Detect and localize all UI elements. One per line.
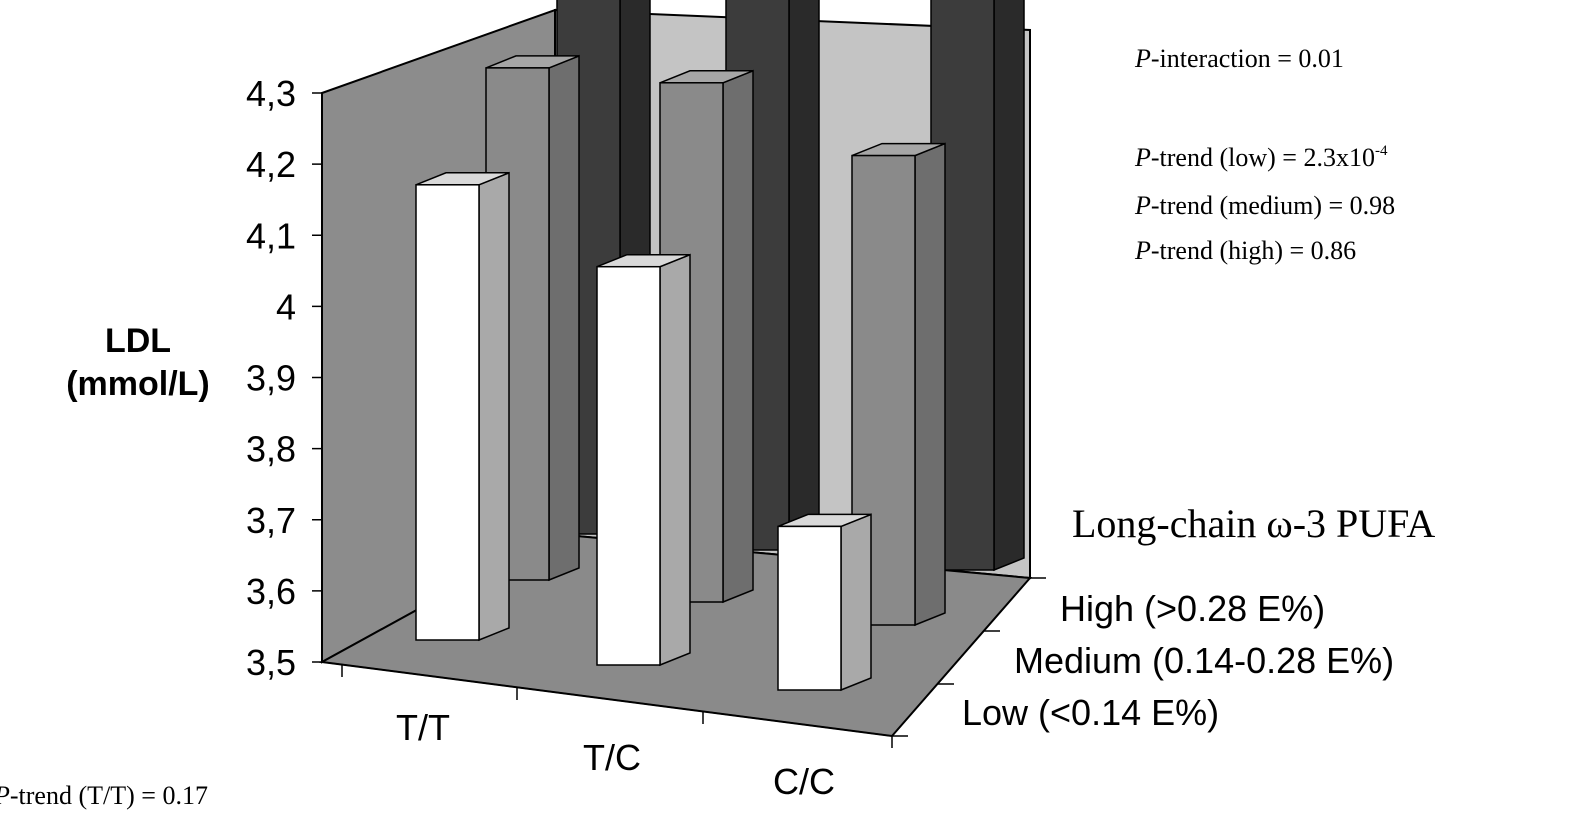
x-category-label: T/C <box>583 737 641 778</box>
depth-series-label: Low (<0.14 E%) <box>962 692 1219 733</box>
y-tick-label: 3,5 <box>246 642 296 683</box>
depth-axis: High (>0.28 E%) Medium (0.14-0.28 E%) Low … <box>891 577 1394 737</box>
p-symbol: P <box>1135 44 1151 73</box>
bars <box>415 0 1025 692</box>
y-tick-label: 3,8 <box>246 429 296 470</box>
y-tick-label: 3,7 <box>246 500 296 541</box>
bar-series-group <box>485 54 946 627</box>
p-trend-tt: P-trend (T/T) = 0.17 <box>0 781 208 811</box>
p-interaction: P-interaction = 0.01 <box>1135 44 1344 74</box>
p-interaction-text: -interaction = 0.01 <box>1150 44 1344 73</box>
bar-side <box>914 142 946 627</box>
y-tick-label: 4,1 <box>246 215 296 256</box>
bar-side <box>659 253 691 667</box>
y-tick-label: 3,9 <box>246 358 296 399</box>
x-category-label: T/T <box>396 707 450 748</box>
y-tick-label: 3,6 <box>246 571 296 612</box>
bar-side <box>993 0 1025 572</box>
bar-side <box>840 513 872 692</box>
p-trend-low: P-trend (low) = 2.3x10-4 <box>1135 143 1387 173</box>
x-axis: T/T T/C C/C <box>321 661 893 802</box>
bar-side <box>478 171 510 642</box>
depth-axis-line <box>891 577 1031 737</box>
bar-series-group <box>415 171 872 692</box>
bar-side <box>722 69 754 604</box>
y-axis-title-line2: (mmol/L) <box>66 365 210 403</box>
bar <box>415 184 480 641</box>
y-tick-label: 4,2 <box>246 144 296 185</box>
p-trend-tt-text: -trend (T/T) = 0.17 <box>9 781 208 810</box>
x-category-label: C/C <box>773 761 835 802</box>
bar <box>596 265 661 666</box>
p-trend-medium-text: -trend (medium) = 0.98 <box>1150 191 1396 220</box>
bar-side <box>788 0 820 552</box>
p-symbol: P <box>0 781 10 810</box>
p-symbol: P <box>1135 143 1151 172</box>
p-trend-high-text: -trend (high) = 0.86 <box>1150 236 1357 265</box>
depth-series-label: High (>0.28 E%) <box>1060 588 1325 629</box>
bar <box>777 525 842 691</box>
depth-series-label: Medium (0.14-0.28 E%) <box>1014 640 1394 681</box>
y-axis-title-line1: LDL <box>105 322 171 360</box>
y-tick-label: 4 <box>276 286 296 327</box>
y-tick-label: 4,3 <box>246 73 296 114</box>
p-trend-high: P-trend (high) = 0.86 <box>1135 236 1356 266</box>
p-symbol: P <box>1135 191 1151 220</box>
y-axis: 3,5 3,6 3,7 3,8 3,9 4 4,1 4,2 4,3 <box>246 73 323 683</box>
p-trend-medium: P-trend (medium) = 0.98 <box>1135 191 1395 221</box>
p-symbol: P <box>1135 236 1151 265</box>
x-axis-line <box>321 661 893 737</box>
legend-title: Long-chain ω-3 PUFA <box>1072 501 1435 546</box>
p-trend-low-exponent: -4 <box>1374 143 1388 159</box>
p-trend-low-text: -trend (low) = 2.3x10 <box>1150 143 1375 172</box>
bar-side <box>548 54 580 582</box>
